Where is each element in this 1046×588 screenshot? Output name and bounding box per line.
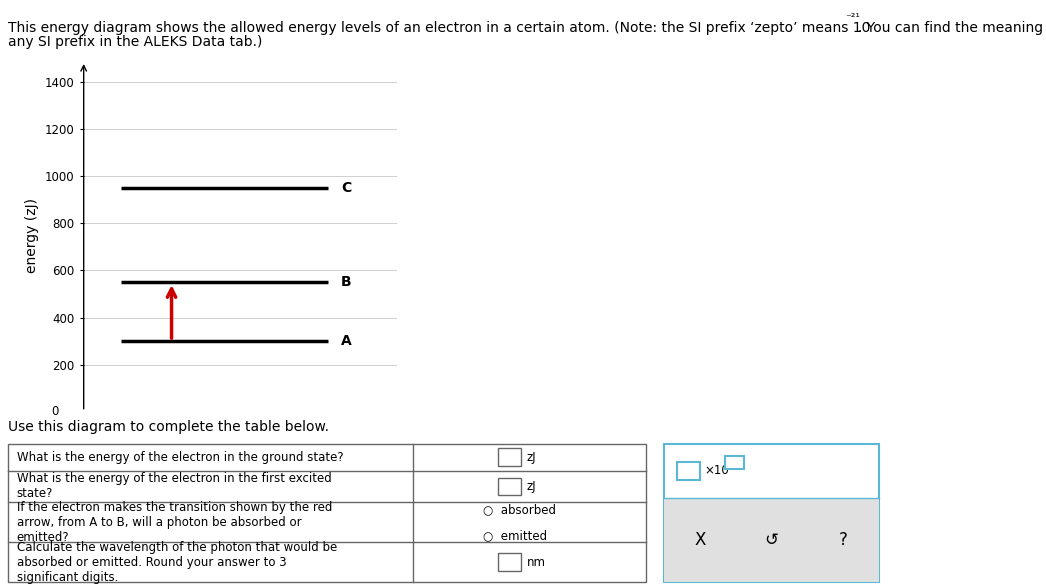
- Text: ?: ?: [839, 531, 847, 549]
- Text: . You can find the meaning of: . You can find the meaning of: [858, 21, 1046, 35]
- Text: zJ: zJ: [526, 480, 537, 493]
- Text: This energy diagram shows the allowed energy levels of an electron in a certain : This energy diagram shows the allowed en…: [8, 21, 870, 35]
- Text: If the electron makes the transition shown by the red
arrow, from A to B, will a: If the electron makes the transition sho…: [17, 501, 333, 544]
- Text: C: C: [341, 181, 351, 195]
- Text: X: X: [695, 531, 706, 549]
- Text: ⁻²¹: ⁻²¹: [845, 13, 860, 23]
- Text: ↺: ↺: [765, 531, 778, 549]
- Text: ○  absorbed: ○ absorbed: [482, 503, 555, 516]
- Text: Use this diagram to complete the table below.: Use this diagram to complete the table b…: [8, 420, 329, 435]
- Text: Calculate the wavelength of the photon that would be
absorbed or emitted. Round : Calculate the wavelength of the photon t…: [17, 541, 337, 584]
- Text: What is the energy of the electron in the ground state?: What is the energy of the electron in th…: [17, 451, 343, 464]
- Text: nm: nm: [526, 556, 546, 569]
- Text: 0: 0: [51, 405, 59, 418]
- Y-axis label: energy (zJ): energy (zJ): [25, 198, 40, 273]
- Text: ×10: ×10: [704, 465, 729, 477]
- Text: ○  emitted: ○ emitted: [482, 529, 547, 542]
- Text: any SI prefix in the ALEKS Data tab.): any SI prefix in the ALEKS Data tab.): [8, 35, 263, 49]
- Text: A: A: [341, 334, 351, 348]
- Text: B: B: [341, 275, 351, 289]
- Text: What is the energy of the electron in the first excited
state?: What is the energy of the electron in th…: [17, 472, 332, 500]
- Text: zJ: zJ: [526, 451, 537, 464]
